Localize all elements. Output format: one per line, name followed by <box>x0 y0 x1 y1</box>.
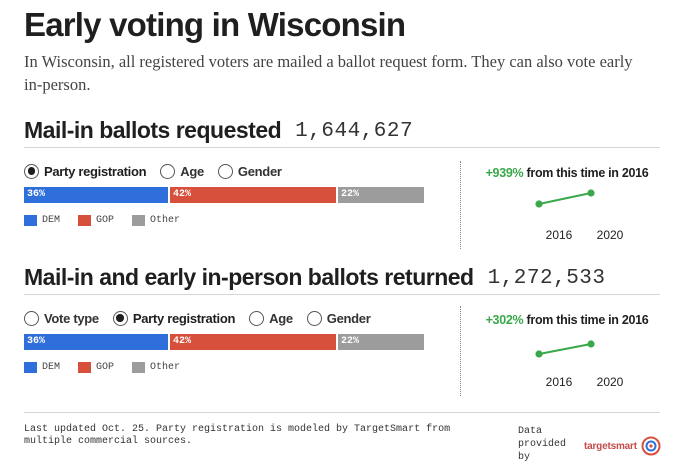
radio-age[interactable]: Age <box>160 163 204 179</box>
growth-caption: +939% from this time in 2016 <box>474 166 660 180</box>
radio-unselected-icon <box>160 163 176 179</box>
sparkline-point-2016 <box>535 200 543 208</box>
sparkline-point-2020 <box>587 340 595 348</box>
radio-label: Age <box>180 163 204 179</box>
radio-label: Party registration <box>44 163 147 179</box>
breakdown-radio-group: Party registration Age Gender <box>24 159 424 183</box>
radio-label: Gender <box>326 310 371 326</box>
bar-segment-dem: 36% <box>24 187 168 203</box>
growth-sparkline <box>535 189 595 208</box>
legend-label: DEM <box>42 214 61 226</box>
growth-sparkline <box>535 340 595 358</box>
sparkline-years: 2016 2020 <box>474 375 660 389</box>
radio-party-registration[interactable]: Party registration <box>112 310 236 326</box>
radio-unselected-icon <box>306 310 322 326</box>
growth-caption: +302% from this time in 2016 <box>474 313 660 327</box>
targetsmart-logo[interactable]: targetsmart <box>584 436 661 456</box>
legend-label: GOP <box>96 361 115 373</box>
growth-percent: +302% <box>485 313 524 327</box>
section-header: Mail-in and early in-person ballots retu… <box>24 261 660 295</box>
footer-divider <box>24 412 660 413</box>
party-share-bar: 36% 42% 22% <box>24 334 424 350</box>
page-title: Early voting in Wisconsin <box>24 6 406 43</box>
radio-gender[interactable]: Gender <box>306 310 371 326</box>
legend-item-gop: GOP <box>78 361 115 373</box>
growth-panel: +302% from this time in 2016 2016 2020 <box>474 313 660 389</box>
radio-gender[interactable]: Gender <box>217 163 282 179</box>
intro-text: In Wisconsin, all registered voters are … <box>24 52 633 94</box>
year-label-2016: 2016 <box>545 375 573 389</box>
sparkline-line <box>538 192 592 205</box>
radio-selected-icon <box>112 310 128 326</box>
legend-item-other: Other <box>132 214 181 226</box>
breakdown-panel: Party registration Age Gender 36% 42% 22% … <box>24 159 424 227</box>
breakdown-radio-group: Vote type Party registration Age Gender <box>24 306 424 330</box>
legend-swatch-dem <box>24 214 37 226</box>
sparkline-point-2020 <box>587 189 595 197</box>
logo-text: targetsmart <box>584 440 637 452</box>
panel-divider <box>460 161 461 249</box>
legend-swatch-other <box>132 214 146 226</box>
section-total: 1,272,533 <box>487 267 606 290</box>
sparkline-line <box>538 343 592 355</box>
radio-unselected-icon <box>24 310 39 326</box>
radio-selected-icon <box>24 163 39 179</box>
legend-item-gop: GOP <box>78 214 115 226</box>
growth-text: from this time in 2016 <box>523 166 649 180</box>
panel-divider <box>460 306 461 396</box>
bar-segment-gop: 42% <box>168 334 336 350</box>
radio-label: Age <box>269 310 293 326</box>
section-header: Mail-in ballots requested 1,644,627 <box>24 114 660 148</box>
growth-panel: +939% from this time in 2016 2016 2020 <box>474 166 660 242</box>
bar-segment-dem: 36% <box>24 334 168 350</box>
sparkline-years: 2016 2020 <box>474 228 660 242</box>
section-total: 1,644,627 <box>295 120 414 143</box>
legend-label: Other <box>150 361 181 373</box>
legend-swatch-gop <box>78 214 92 226</box>
radio-unselected-icon <box>249 310 265 326</box>
legend-swatch-dem <box>24 361 37 373</box>
data-provided-label: Data provided by <box>518 426 567 463</box>
section-returned: Mail-in and early in-person ballots retu… <box>24 261 660 396</box>
bar-legend: DEM GOP Other <box>24 360 424 374</box>
radio-label: Gender <box>237 163 282 179</box>
legend-swatch-gop <box>78 361 92 373</box>
legend-label: GOP <box>96 214 115 226</box>
growth-percent: +939% <box>485 166 524 180</box>
year-label-2020: 2020 <box>596 375 624 389</box>
bar-segment-other: 22% <box>336 187 424 203</box>
radio-age[interactable]: Age <box>249 310 293 326</box>
radio-label: Vote type <box>44 310 99 326</box>
radio-label: Party registration <box>132 310 236 326</box>
section-title: Mail-in ballots requested <box>24 117 282 143</box>
radio-party-registration[interactable]: Party registration <box>24 163 147 179</box>
legend-label: Other <box>150 214 181 226</box>
section-title: Mail-in and early in-person ballots retu… <box>24 264 474 290</box>
breakdown-panel: Vote type Party registration Age Gender … <box>24 306 424 374</box>
sparkline-point-2016 <box>535 350 543 358</box>
footer-note: Last updated Oct. 25. Party registration… <box>24 424 451 447</box>
legend-item-dem: DEM <box>24 361 61 373</box>
radio-vote-type[interactable]: Vote type <box>24 310 99 326</box>
growth-text: from this time in 2016 <box>523 313 649 327</box>
legend-item-other: Other <box>132 361 181 373</box>
legend-item-dem: DEM <box>24 214 61 226</box>
radio-unselected-icon <box>217 163 233 179</box>
legend-label: DEM <box>42 361 61 373</box>
party-share-bar: 36% 42% 22% <box>24 187 424 203</box>
bar-legend: DEM GOP Other <box>24 213 424 227</box>
target-icon <box>641 436 661 456</box>
year-label-2020: 2020 <box>596 228 624 242</box>
year-label-2016: 2016 <box>545 228 573 242</box>
bar-segment-other: 22% <box>336 334 424 350</box>
bar-segment-gop: 42% <box>168 187 336 203</box>
legend-swatch-other <box>132 361 146 373</box>
section-requested: Mail-in ballots requested 1,644,627 Part… <box>24 114 660 249</box>
